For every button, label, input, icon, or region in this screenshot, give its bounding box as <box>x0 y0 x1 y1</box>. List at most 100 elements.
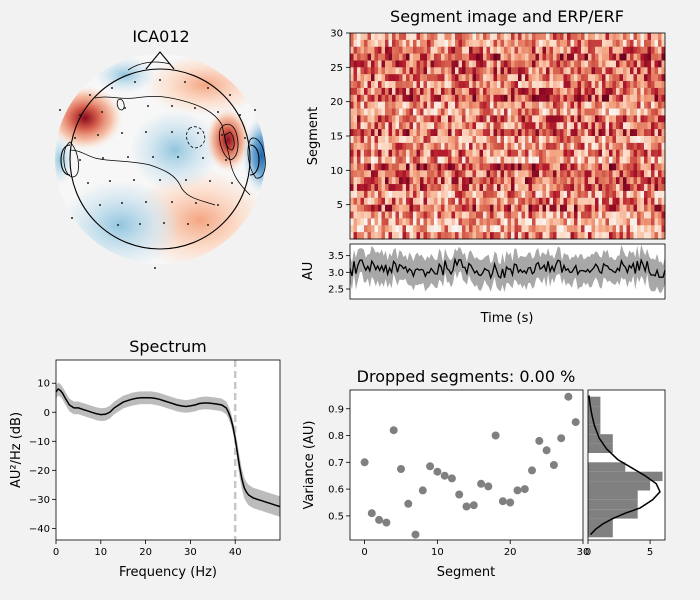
heatmap-cell <box>584 156 589 164</box>
heatmap-cell <box>591 129 596 137</box>
heatmap-cell <box>542 156 547 164</box>
heatmap-cell <box>570 33 575 41</box>
heatmap-cell <box>371 33 375 41</box>
heatmap-cell <box>490 136 494 144</box>
heatmap-cell <box>539 122 543 130</box>
heatmap-cell <box>560 53 564 61</box>
heatmap-cell <box>420 170 424 178</box>
heatmap-cell <box>427 197 431 206</box>
heatmap-cell <box>472 184 477 192</box>
heatmap-cell <box>497 46 501 54</box>
heatmap-cell <box>504 149 508 157</box>
heatmap-cell <box>455 177 459 185</box>
heatmap-cell <box>563 53 568 61</box>
heatmap-cell <box>416 39 421 48</box>
heatmap-cell <box>392 204 396 212</box>
heatmap-cell <box>444 67 449 75</box>
heatmap-cell <box>423 46 428 54</box>
heatmap-cell <box>563 39 568 48</box>
heatmap-cell <box>444 94 449 103</box>
heatmap-cell <box>521 232 526 240</box>
heatmap-cell <box>528 81 533 89</box>
heatmap-cell <box>455 211 459 219</box>
heatmap-cell <box>441 129 445 137</box>
heatmap-cell <box>409 122 414 130</box>
heatmap-cell <box>367 129 372 137</box>
heatmap-cell <box>360 87 365 96</box>
heatmap-cell <box>605 184 610 192</box>
heatmap-cell <box>402 156 407 164</box>
heatmap-cell <box>514 101 519 109</box>
heatmap-cell <box>385 170 389 178</box>
heatmap-cell <box>371 81 375 89</box>
heatmap-cell <box>381 170 386 178</box>
heatmap-cell <box>584 46 589 54</box>
heatmap-cell <box>476 87 480 96</box>
heatmap-cell <box>357 81 361 89</box>
heatmap-cell <box>500 136 505 144</box>
heatmap-cell <box>658 53 662 61</box>
heatmap-cell <box>591 211 596 219</box>
heatmap-cell <box>490 177 494 185</box>
heatmap-cell <box>602 53 606 61</box>
heatmap-cell <box>399 225 403 233</box>
heatmap-cell <box>609 33 613 41</box>
heatmap-cell <box>395 190 400 199</box>
heatmap-cell <box>532 177 536 185</box>
heatmap-cell <box>609 170 613 178</box>
heatmap-cell <box>479 46 484 54</box>
heatmap-cell <box>378 115 382 123</box>
heatmap-cell <box>630 87 634 96</box>
heatmap-cell <box>591 136 596 144</box>
heatmap-cell <box>640 170 645 178</box>
heatmap-cell <box>427 67 431 75</box>
heatmap-cell <box>518 67 522 75</box>
heatmap-cell <box>619 163 624 171</box>
heatmap-cell <box>357 211 361 219</box>
heatmap-cell <box>458 197 463 206</box>
heatmap-cell <box>406 101 410 109</box>
heatmap-cell <box>406 225 410 233</box>
heatmap-cell <box>402 115 407 123</box>
heatmap-cell <box>371 67 375 75</box>
heatmap-cell <box>483 115 487 123</box>
heatmap-cell <box>542 53 547 61</box>
heatmap-cell <box>497 197 501 206</box>
heatmap-cell <box>392 156 396 164</box>
heatmap-cell <box>609 177 613 185</box>
heatmap-cell <box>455 46 459 54</box>
heatmap-cell <box>532 163 536 171</box>
heatmap-cell <box>605 136 610 144</box>
heatmap-cell <box>497 177 501 185</box>
heatmap-cell <box>367 108 372 116</box>
heatmap-cell <box>567 149 571 157</box>
heatmap-cell <box>577 87 582 96</box>
heatmap-cell <box>430 232 435 240</box>
heatmap-cell <box>637 87 641 96</box>
heatmap-cell <box>444 53 449 61</box>
heatmap-cell <box>525 108 529 116</box>
heatmap-cell <box>392 94 396 103</box>
heatmap-cell <box>416 190 421 199</box>
heatmap-cell <box>455 108 459 116</box>
heatmap-cell <box>437 190 442 199</box>
heatmap-cell <box>514 39 519 48</box>
heatmap-cell <box>476 170 480 178</box>
heatmap-cell <box>395 197 400 206</box>
heatmap-cell <box>535 108 540 116</box>
heatmap-cell <box>514 218 519 226</box>
heatmap-cell <box>654 53 659 61</box>
heatmap-cell <box>574 170 578 178</box>
heatmap-cell <box>462 211 466 219</box>
heatmap-cell <box>521 108 526 116</box>
heatmap-cell <box>609 129 613 137</box>
heatmap-cell <box>570 53 575 61</box>
heatmap-cell <box>490 60 494 68</box>
heatmap-cell <box>640 53 645 61</box>
heatmap-cell <box>416 60 421 68</box>
variance-frame <box>349 389 584 541</box>
heatmap-cell <box>574 197 578 206</box>
heatmap-cell <box>430 94 435 103</box>
heatmap-cell <box>577 115 582 123</box>
heatmap-cell <box>416 115 421 123</box>
